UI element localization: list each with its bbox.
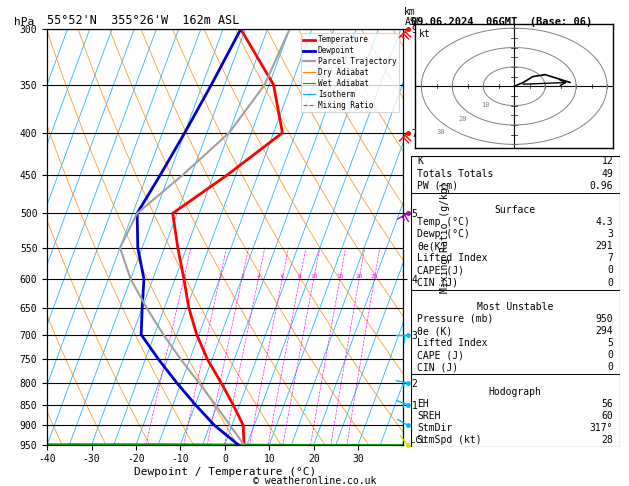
Text: 56: 56 xyxy=(601,399,613,409)
Text: 1: 1 xyxy=(182,274,186,279)
Text: Surface: Surface xyxy=(494,205,536,215)
Text: Totals Totals: Totals Totals xyxy=(417,169,493,178)
Text: 950: 950 xyxy=(596,314,613,324)
Text: 0: 0 xyxy=(608,265,613,276)
Text: θe(K): θe(K) xyxy=(417,241,447,251)
Text: 7: 7 xyxy=(608,253,613,263)
Text: 0: 0 xyxy=(608,350,613,360)
Text: Hodograph: Hodograph xyxy=(489,386,542,397)
Text: 30: 30 xyxy=(437,129,445,135)
Text: 8: 8 xyxy=(298,274,302,279)
Text: 10: 10 xyxy=(481,102,489,108)
Legend: Temperature, Dewpoint, Parcel Trajectory, Dry Adiabat, Wet Adiabat, Isotherm, Mi: Temperature, Dewpoint, Parcel Trajectory… xyxy=(301,33,399,112)
Text: km
ASL: km ASL xyxy=(404,7,422,27)
Text: K: K xyxy=(417,156,423,167)
Text: 317°: 317° xyxy=(590,423,613,433)
Text: 294: 294 xyxy=(596,326,613,336)
Text: Pressure (mb): Pressure (mb) xyxy=(417,314,493,324)
Text: 0.96: 0.96 xyxy=(590,181,613,191)
Text: StmSpd (kt): StmSpd (kt) xyxy=(417,435,482,445)
Text: 0: 0 xyxy=(608,363,613,372)
Text: PW (cm): PW (cm) xyxy=(417,181,458,191)
Text: 0: 0 xyxy=(608,278,613,288)
Text: 55°52'N  355°26'W  162m ASL: 55°52'N 355°26'W 162m ASL xyxy=(47,14,240,27)
Text: Lifted Index: Lifted Index xyxy=(417,253,487,263)
Text: CAPE (J): CAPE (J) xyxy=(417,350,464,360)
Text: 20: 20 xyxy=(355,274,363,279)
Text: Temp (°C): Temp (°C) xyxy=(417,217,470,227)
Text: Mixing Ratio (g/kg): Mixing Ratio (g/kg) xyxy=(440,181,450,293)
Text: LCL: LCL xyxy=(409,435,426,445)
Text: Dewp (°C): Dewp (°C) xyxy=(417,229,470,239)
Text: 10: 10 xyxy=(310,274,318,279)
Text: © weatheronline.co.uk: © weatheronline.co.uk xyxy=(253,476,376,486)
Text: kt: kt xyxy=(419,29,431,39)
Text: 3: 3 xyxy=(240,274,244,279)
Text: 25: 25 xyxy=(370,274,378,279)
Text: 291: 291 xyxy=(596,241,613,251)
Text: EH: EH xyxy=(417,399,429,409)
Text: 28: 28 xyxy=(601,435,613,445)
Text: 15: 15 xyxy=(337,274,344,279)
Text: 4.3: 4.3 xyxy=(596,217,613,227)
Text: CAPE (J): CAPE (J) xyxy=(417,265,464,276)
Text: 60: 60 xyxy=(601,411,613,421)
Text: SREH: SREH xyxy=(417,411,440,421)
Text: θe (K): θe (K) xyxy=(417,326,452,336)
Text: StmDir: StmDir xyxy=(417,423,452,433)
Text: 3: 3 xyxy=(608,229,613,239)
Text: hPa: hPa xyxy=(14,17,34,27)
Text: 4: 4 xyxy=(257,274,260,279)
Text: 20: 20 xyxy=(459,116,467,122)
Text: 12: 12 xyxy=(601,156,613,167)
Text: 09.06.2024  06GMT  (Base: 06): 09.06.2024 06GMT (Base: 06) xyxy=(411,17,592,27)
Text: CIN (J): CIN (J) xyxy=(417,363,458,372)
Text: CIN (J): CIN (J) xyxy=(417,278,458,288)
Text: 5: 5 xyxy=(608,338,613,348)
Text: 49: 49 xyxy=(601,169,613,178)
Text: 6: 6 xyxy=(281,274,284,279)
Text: 2: 2 xyxy=(218,274,222,279)
Text: Lifted Index: Lifted Index xyxy=(417,338,487,348)
X-axis label: Dewpoint / Temperature (°C): Dewpoint / Temperature (°C) xyxy=(134,467,316,477)
Text: Most Unstable: Most Unstable xyxy=(477,302,554,312)
